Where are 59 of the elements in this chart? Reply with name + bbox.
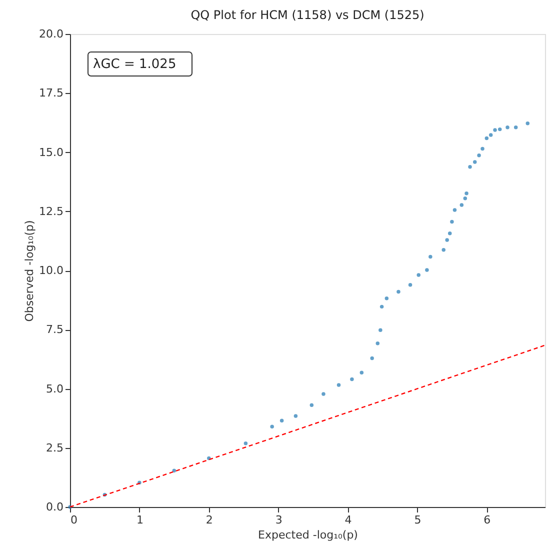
point: [463, 196, 468, 200]
point: [480, 146, 484, 151]
point: [468, 165, 472, 169]
y-tick-label: 10.0: [39, 264, 64, 277]
point: [270, 424, 274, 428]
point: [244, 442, 248, 446]
y-axis-title: Observed -log₁₀(p): [23, 220, 36, 322]
point: [294, 414, 298, 418]
point: [460, 203, 464, 207]
point: [376, 341, 380, 346]
point: [172, 468, 176, 472]
point: [493, 128, 497, 132]
point: [506, 126, 510, 130]
point: [378, 328, 382, 332]
y-tick-label: 2.5: [46, 441, 64, 454]
point: [450, 220, 454, 224]
point: [425, 268, 429, 272]
chart-title: QQ Plot for HCM (1158) vs DCM (1525): [190, 8, 424, 22]
point: [442, 248, 446, 252]
point: [484, 136, 489, 140]
point: [350, 377, 354, 382]
y-tick-label: 15.0: [39, 146, 64, 159]
point: [428, 254, 432, 259]
y-tick-label: 7.5: [46, 323, 64, 336]
point: [310, 403, 314, 407]
y-tick-label: 20.0: [39, 28, 64, 40]
point: [472, 160, 477, 164]
y-tick-label: 0.0: [46, 500, 64, 514]
x-tick-label: 4: [344, 514, 352, 526]
x-tick-label: 6: [484, 514, 491, 526]
point: [380, 304, 384, 309]
x-axis-title: Expected -log₁₀(p): [258, 528, 358, 542]
point: [408, 283, 412, 287]
x-tick-label: 3: [275, 514, 282, 526]
x-tick-label: 2: [206, 514, 213, 526]
point: [498, 127, 502, 132]
point: [452, 208, 457, 212]
point: [464, 192, 468, 196]
x-tick-label: 5: [414, 514, 422, 526]
point: [477, 153, 481, 158]
x-tick-label: 0: [70, 514, 78, 526]
point: [526, 122, 530, 126]
y-tick-label: 12.5: [39, 204, 64, 218]
point: [370, 356, 374, 360]
x-tick-label: 1: [136, 514, 144, 526]
annotation: λGC = 1.025: [93, 57, 176, 72]
point: [396, 290, 400, 294]
point: [448, 232, 452, 236]
point: [384, 296, 389, 300]
point: [336, 383, 341, 387]
point: [445, 238, 449, 242]
point: [360, 370, 364, 375]
y-tick-label: 17.5: [39, 86, 64, 100]
point: [280, 418, 284, 423]
point: [416, 273, 420, 277]
y-tick-label: 5.0: [46, 382, 64, 396]
point: [488, 133, 493, 137]
point: [322, 392, 326, 396]
point: [514, 126, 518, 130]
